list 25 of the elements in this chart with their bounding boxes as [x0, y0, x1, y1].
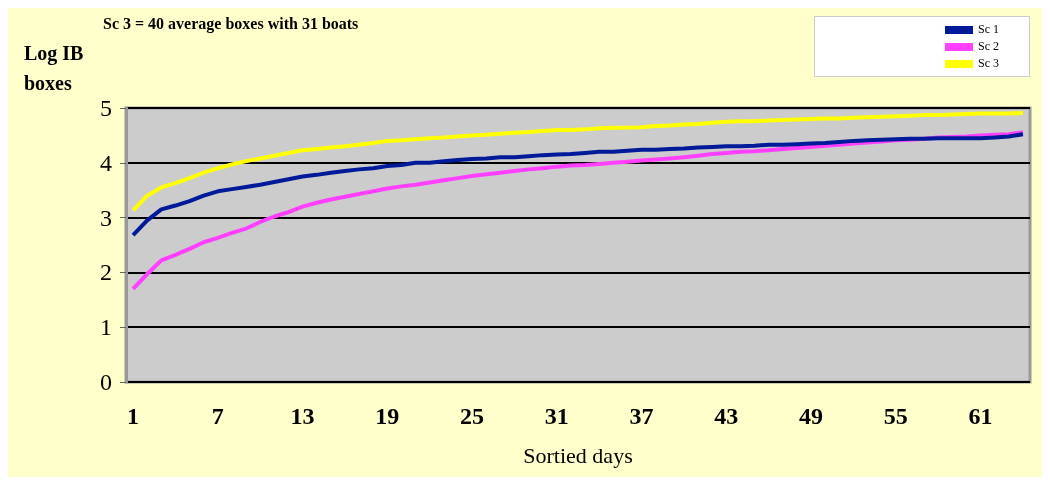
y-axis-title: Log IB boxes [24, 42, 84, 94]
line-series [131, 110, 1025, 213]
x-tick-label: 31 [544, 403, 569, 429]
x-tick-label: 19 [375, 403, 400, 429]
y-tick-label: 5 [100, 95, 112, 121]
x-tick-label: 37 [629, 403, 654, 429]
x-tick-label: 13 [290, 403, 315, 429]
y-tick-label: 0 [100, 369, 112, 395]
x-tick-label: 55 [883, 403, 908, 429]
x-tick-label: 61 [968, 403, 993, 429]
legend-label: Sc 2 [978, 39, 999, 54]
legend-label: Sc 1 [978, 22, 999, 37]
y-tick-label: 2 [100, 259, 112, 286]
x-tick-label: 49 [799, 403, 824, 429]
chart-title: Sc 3 = 40 average boxes with 31 boats [103, 14, 359, 33]
y-tick-label: 4 [100, 149, 112, 176]
x-tick-label: 43 [714, 403, 739, 429]
line-series [131, 132, 1025, 238]
y-tick-label: 1 [100, 314, 112, 341]
x-axis-title: Sortied days [523, 442, 633, 468]
x-tick-label: 1 [127, 403, 140, 429]
y-tick-label: 3 [100, 204, 112, 231]
x-tick-label: 7 [211, 403, 224, 429]
x-tick-label: 25 [460, 403, 485, 429]
legend-label: Sc 3 [978, 56, 999, 71]
